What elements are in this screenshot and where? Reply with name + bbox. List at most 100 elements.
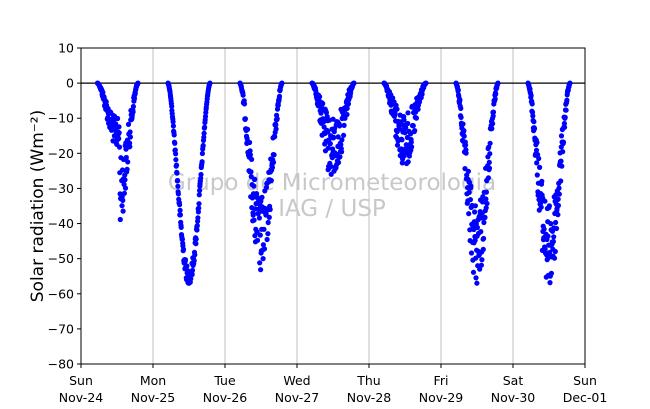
watermark-line-2: IAG / USP [278, 196, 386, 222]
data-point [394, 106, 400, 112]
data-point [487, 151, 493, 157]
data-point [174, 170, 180, 176]
data-point [484, 200, 490, 207]
data-point [251, 217, 257, 223]
data-point [564, 97, 570, 103]
data-point [555, 212, 561, 218]
data-point [534, 139, 540, 146]
data-point [458, 105, 464, 111]
data-point [470, 269, 477, 275]
data-point [561, 120, 568, 127]
y-axis: 10 0 −10 −20 −30 −40 −50 −60 −70 −80 [48, 41, 81, 372]
data-point [412, 128, 418, 134]
data-point [479, 257, 485, 263]
data-point [247, 139, 253, 146]
data-point [394, 142, 401, 148]
data-point [269, 164, 275, 171]
data-point [175, 191, 181, 197]
data-point [124, 166, 130, 172]
data-point [196, 201, 202, 207]
data-point [463, 150, 469, 156]
data-point [199, 150, 205, 157]
data-point [392, 110, 398, 116]
data-point [196, 192, 202, 198]
data-point [170, 123, 176, 129]
data-point [264, 236, 270, 243]
data-point [337, 123, 343, 129]
data-point [390, 95, 396, 101]
x-tick-date: Nov-27 [275, 390, 319, 405]
y-tick-label: −10 [48, 111, 74, 126]
data-point [116, 130, 122, 136]
data-point [457, 97, 463, 103]
data-point [341, 132, 347, 138]
data-point [120, 197, 126, 203]
data-point [550, 238, 557, 245]
data-point [539, 178, 545, 184]
data-point [265, 219, 271, 226]
data-point [195, 215, 201, 221]
data-point [335, 159, 342, 166]
y-tick-label: 0 [66, 76, 74, 91]
data-point [175, 183, 181, 189]
data-point [188, 276, 194, 282]
data-point [493, 91, 499, 97]
data-point [194, 227, 200, 233]
data-point [490, 121, 496, 127]
x-axis: Sun Nov-24 Mon Nov-25 Tue Nov-26 Wed Nov-27 Thu N… [59, 364, 607, 405]
y-axis-label-text: Solar radiation (Wm⁻²) [28, 110, 48, 302]
data-point [547, 249, 553, 256]
x-tick-date: Nov-25 [131, 390, 175, 405]
data-point [396, 126, 403, 132]
data-point [466, 211, 472, 217]
data-point [529, 101, 535, 107]
data-point [542, 198, 548, 204]
data-point [455, 87, 461, 93]
data-point [481, 219, 487, 226]
data-point [534, 172, 540, 178]
y-tick-label: −30 [48, 181, 74, 196]
data-point [274, 116, 280, 122]
data-point [247, 148, 253, 154]
y-tick-label: −40 [48, 216, 74, 231]
data-point [263, 210, 269, 217]
data-points [94, 80, 573, 286]
data-point [169, 103, 175, 109]
data-point [270, 159, 277, 165]
x-tick-date: Nov-29 [419, 390, 464, 405]
data-point [184, 263, 190, 269]
data-point [260, 242, 266, 248]
data-point [528, 92, 534, 98]
data-point [555, 202, 562, 209]
data-point [257, 260, 263, 266]
data-point [344, 105, 350, 111]
data-point [490, 109, 497, 115]
data-point [120, 208, 126, 214]
data-point [202, 113, 209, 120]
data-point [252, 206, 258, 212]
data-point [202, 124, 208, 130]
data-point [335, 134, 341, 140]
data-point [130, 103, 136, 110]
data-point [192, 252, 198, 258]
data-point [339, 137, 345, 143]
data-point [255, 210, 261, 216]
data-point [130, 109, 136, 115]
data-point [402, 130, 408, 136]
data-point [320, 101, 326, 107]
x-tick-date: Nov-24 [59, 390, 104, 405]
data-point [252, 176, 258, 182]
data-point [337, 154, 343, 160]
data-point [197, 187, 203, 194]
data-point [461, 133, 467, 139]
data-point [548, 221, 554, 227]
data-point [541, 226, 547, 232]
data-point [463, 142, 469, 148]
data-point [247, 152, 253, 158]
data-point [472, 209, 478, 215]
data-point [531, 119, 537, 125]
data-point [116, 136, 122, 142]
data-point [558, 133, 565, 139]
data-point [279, 80, 285, 86]
y-tick-label: −80 [48, 357, 74, 372]
